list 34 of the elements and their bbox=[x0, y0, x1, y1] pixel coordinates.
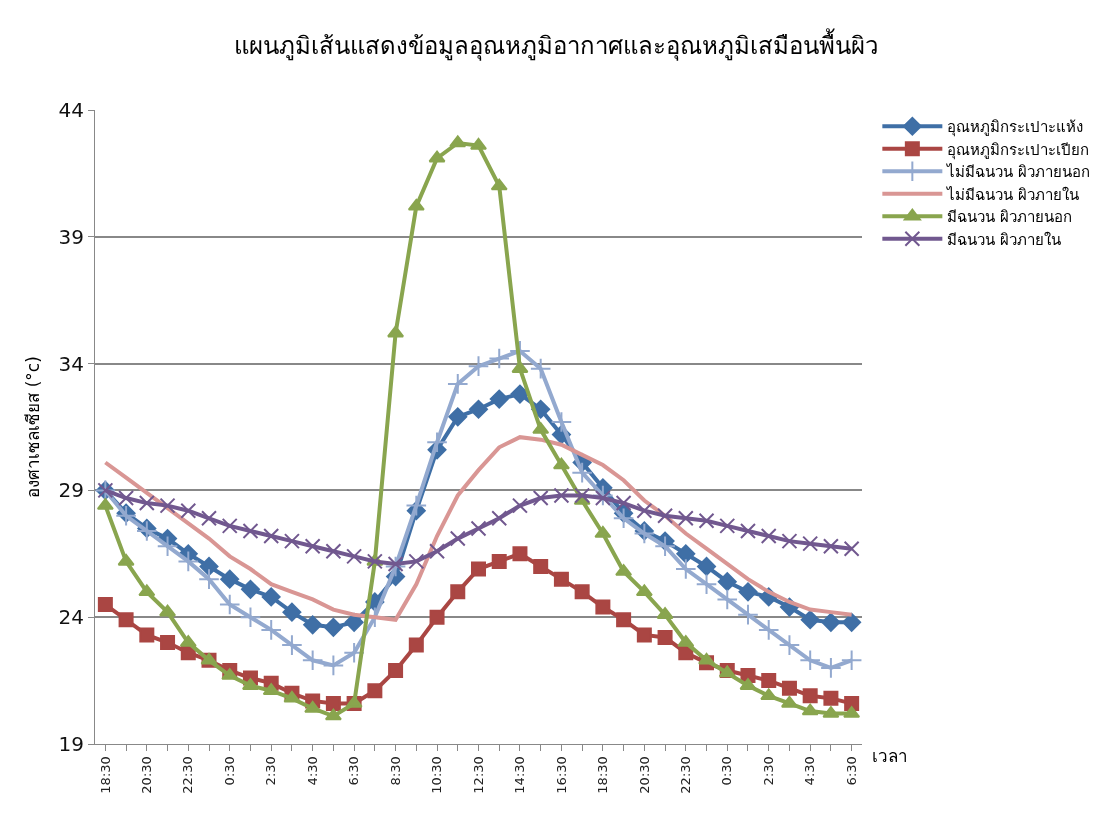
x-tick-label: 10:30 bbox=[429, 756, 445, 794]
x-tick-label: 2:30 bbox=[263, 756, 279, 786]
legend-label: ไม่มีฉนวน ผิวภายนอก bbox=[946, 163, 1091, 182]
legend-label: มีฉนวน ผิวภายใน bbox=[947, 230, 1062, 249]
x-tick-label: 6:30 bbox=[346, 756, 362, 786]
y-tick-label: 44 bbox=[58, 98, 84, 122]
x-tick-label: 20:30 bbox=[139, 756, 155, 794]
legend-label: อุณหภูมิกระเปาะเปียก bbox=[947, 140, 1090, 160]
chart-title: แผนภูมิเส้นแสดงข้อมูลอุณหภูมิอากาศและอุณหภูมิเสมือนพื้นผิว bbox=[234, 28, 878, 62]
x-tick-label: 12:30 bbox=[470, 756, 486, 794]
y-tick-label: 24 bbox=[58, 605, 84, 630]
x-tick-label: 20:30 bbox=[636, 756, 652, 794]
legend-label: มีฉนวน ผิวภายนอก bbox=[947, 208, 1073, 227]
x-tick-label: 14:30 bbox=[512, 756, 528, 794]
x-tick-label: 18:30 bbox=[97, 756, 113, 794]
x-tick-label: 22:30 bbox=[678, 756, 694, 794]
legend-label: อุณหภูมิกระเปาะแห้ง bbox=[947, 118, 1084, 138]
x-tick-label: 0:30 bbox=[719, 756, 735, 786]
y-tick-label: 34 bbox=[58, 351, 84, 376]
y-tick-label: 39 bbox=[58, 224, 84, 249]
x-tick-label: 4:30 bbox=[304, 756, 320, 786]
x-tick-label: 22:30 bbox=[180, 756, 196, 794]
x-tick-label: 18:30 bbox=[595, 756, 611, 794]
legend-label: ไม่มีฉนวน ผิวภายใน bbox=[946, 185, 1080, 204]
x-tick-label: 4:30 bbox=[802, 756, 818, 786]
x-tick-label: 0:30 bbox=[221, 756, 237, 786]
y-tick-label: 29 bbox=[58, 478, 84, 503]
x-tick-label: 8:30 bbox=[387, 756, 403, 786]
y-tick-label: 19 bbox=[58, 732, 84, 756]
x-axis-title: เวลา bbox=[872, 746, 908, 766]
x-tick-label: 6:30 bbox=[843, 756, 859, 786]
x-tick-label: 16:30 bbox=[553, 756, 569, 794]
y-axis-title: องศาเซลเซียส (°c) bbox=[23, 356, 44, 498]
x-tick-label: 2:30 bbox=[760, 756, 776, 786]
